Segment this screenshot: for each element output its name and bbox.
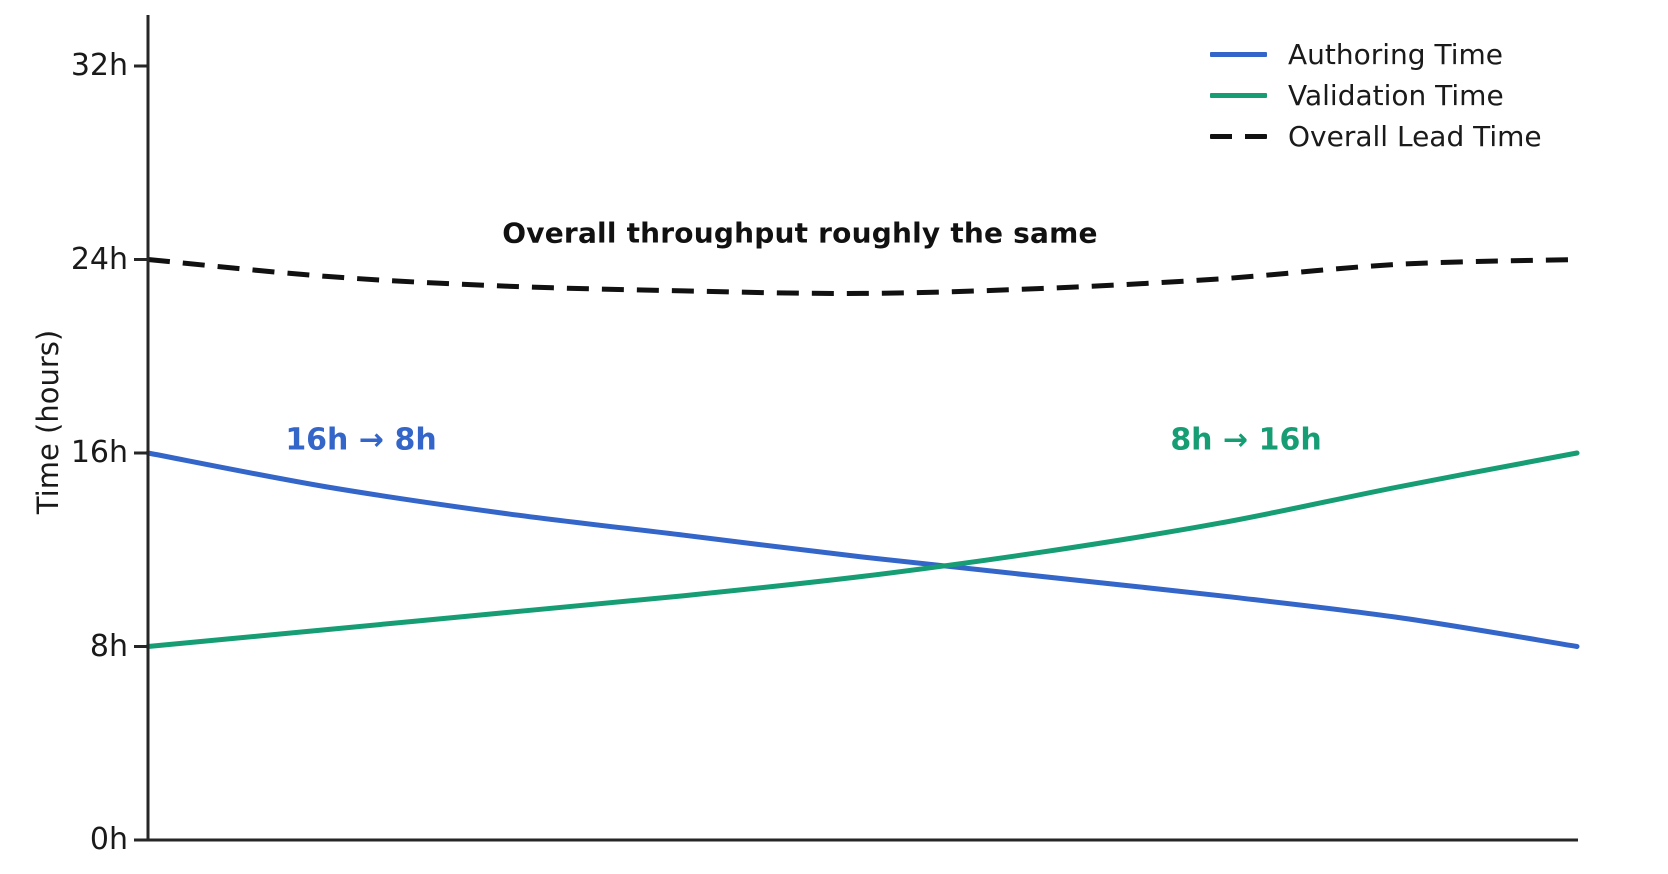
overall-dashed-line-swatch-icon	[1210, 134, 1267, 139]
authoring-line-swatch-icon	[1210, 52, 1267, 57]
legend-item-overall: Overall Lead Time	[1210, 116, 1542, 157]
legend-item-authoring: Authoring Time	[1210, 34, 1542, 75]
y-axis-tick-marks	[134, 64, 148, 842]
annotation-authoring-change: 16h → 8h	[285, 422, 437, 458]
annotation-overall-throughput: Overall throughput roughly the same	[502, 216, 1098, 250]
y-tick-label-32h: 32h	[70, 47, 128, 83]
y-tick-label-24h: 24h	[70, 241, 128, 277]
annotation-validation-change: 8h → 16h	[1170, 422, 1322, 458]
series-line-authoring-time	[145, 450, 1580, 649]
legend-label-overall: Overall Lead Time	[1288, 120, 1542, 153]
series-paths	[145, 257, 1580, 649]
legend-label-authoring: Authoring Time	[1288, 38, 1503, 71]
y-tick-label-16h: 16h	[70, 434, 128, 470]
y-tick-label-0h: 0h	[89, 821, 128, 857]
y-tick-label-8h: 8h	[89, 628, 128, 664]
axis-spines	[146, 15, 1578, 842]
legend: Authoring Time Validation Time Overall L…	[1210, 34, 1542, 157]
y-axis-title: Time (hours)	[31, 329, 65, 515]
series-line-validation-time	[145, 450, 1580, 649]
series-line-overall-lead-time	[147, 257, 1578, 296]
legend-label-validation: Validation Time	[1288, 79, 1504, 112]
validation-line-swatch-icon	[1210, 93, 1267, 98]
legend-item-validation: Validation Time	[1210, 75, 1542, 116]
